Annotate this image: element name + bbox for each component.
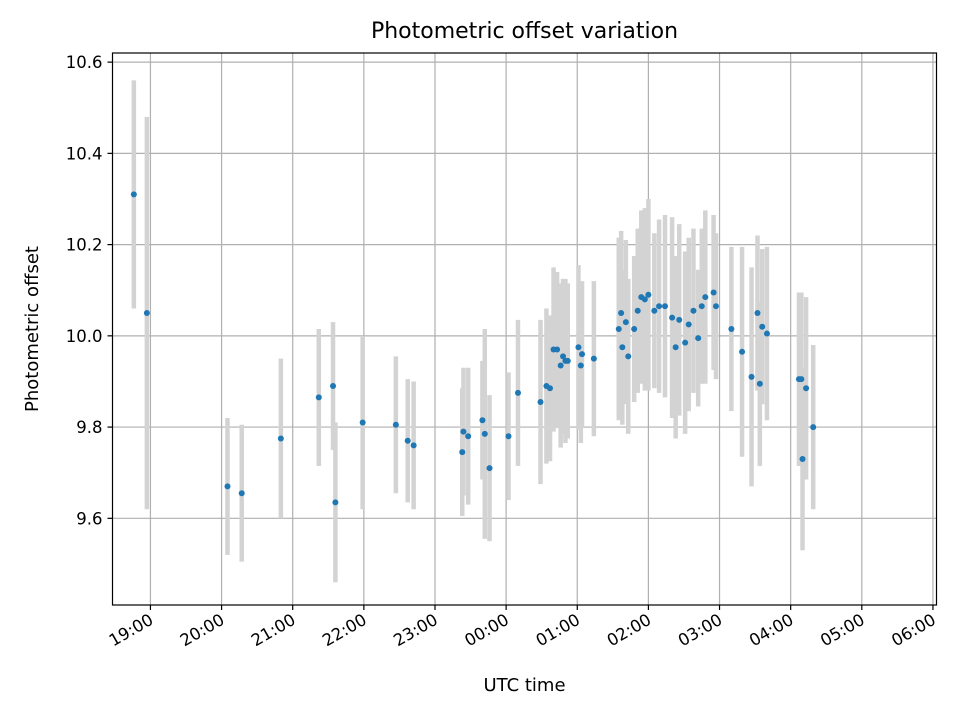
x-tick-label: 20:00 [177,610,228,650]
data-point [672,344,679,351]
x-tick-label: 01:00 [533,610,584,650]
y-tick-label: 10.2 [66,236,103,255]
data-point [622,319,629,326]
x-tick-label: 00:00 [461,610,512,650]
y-axis-ticks: 9.6 9.8 10.0 10.2 10.4 10.6 [66,53,113,528]
y-axis-label: Photometric offset [22,246,43,412]
chart-title: Photometric offset variation [371,19,678,44]
data-point [625,353,632,360]
data-point [682,339,689,346]
x-tick-label: 04:00 [746,610,797,650]
data-point [459,449,466,456]
x-tick-label: 23:00 [390,610,441,650]
data-point [810,424,817,431]
data-point [754,310,761,317]
y-tick-label: 9.6 [76,509,102,528]
data-point [546,385,553,392]
data-point [656,303,663,310]
plot-frame [111,52,938,606]
data-point [404,437,411,444]
data-point [728,326,735,332]
data-point [676,316,683,323]
gridlines [112,53,937,605]
x-tick-label: 19:00 [106,610,157,650]
data-point [330,383,337,390]
data-point [710,289,717,296]
data-point [465,433,472,440]
data-point [481,430,488,437]
data-point [514,389,521,396]
data-point [277,435,284,442]
data-point [712,303,719,310]
data-point [651,307,658,314]
data-point [224,483,231,490]
y-tick-label: 10.4 [66,144,103,163]
data-point [799,456,806,463]
data-point [641,296,648,303]
data-point [748,373,755,380]
data-point [690,307,697,314]
x-tick-label: 21:00 [248,610,299,650]
data-point [763,330,770,337]
data-point [557,362,564,369]
data-point [685,321,692,328]
x-tick-label: 22:00 [319,610,370,650]
data-point [619,344,626,351]
data-point [798,376,805,383]
data-point [315,394,322,401]
data-point [143,310,150,317]
x-tick-label: 06:00 [888,610,939,650]
data-point [634,307,641,314]
error-bars [131,80,816,583]
x-axis-label: UTC time [483,675,565,696]
data-point [505,433,512,440]
data-point [645,291,652,298]
data-point [410,442,417,449]
x-axis-ticks: 19:00 20:00 21:00 22:00 23:00 00:00 01:00 02:00… [106,605,939,650]
data-points [130,191,817,506]
data-point [615,326,622,332]
data-point [486,465,493,472]
data-point [238,490,245,497]
data-point [564,357,571,364]
data-point [359,419,366,426]
x-tick-label: 03:00 [675,610,726,650]
data-point [759,323,766,330]
data-point [130,191,137,198]
x-tick-label: 02:00 [604,610,655,650]
data-point [590,355,597,362]
data-point [460,428,467,435]
data-point [702,294,709,301]
data-point [756,380,763,387]
data-point [661,303,668,310]
data-point [669,314,676,321]
data-point [577,362,584,369]
data-point [537,398,544,405]
data-point [392,421,399,428]
data-point [698,303,705,310]
data-point [479,417,486,424]
data-point [554,346,561,353]
data-point [575,344,582,351]
data-point [695,335,702,342]
data-point [618,310,625,317]
data-point [803,385,810,392]
y-tick-label: 10.0 [66,327,103,346]
y-tick-label: 10.6 [66,53,103,72]
data-point [560,353,567,360]
data-point [332,499,339,506]
data-point [631,326,638,332]
y-tick-label: 9.8 [76,418,102,437]
data-point [579,351,586,358]
x-tick-label: 05:00 [817,610,868,650]
data-point [739,348,746,355]
